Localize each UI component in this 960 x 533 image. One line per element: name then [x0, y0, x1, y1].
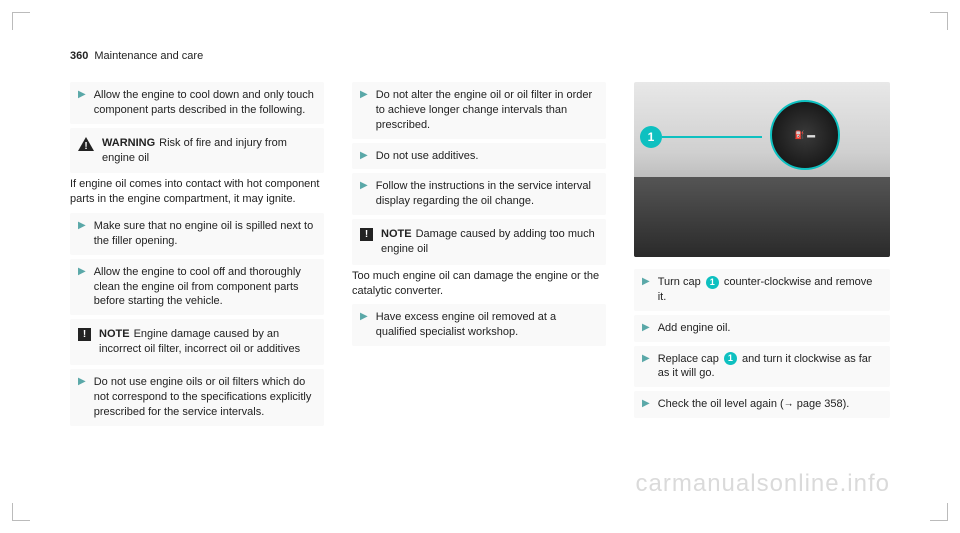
- body-paragraph: If engine oil comes into contact with ho…: [70, 177, 324, 207]
- oil-cap-illustration: ⛽ ▬: [770, 100, 840, 170]
- column-2: ▶ Do not alter the engine oil or oil fil…: [352, 82, 606, 430]
- body-paragraph: Too much engine oil can damage the engin…: [352, 269, 606, 299]
- bullet-item: ▶ Follow the instructions in the service…: [352, 173, 606, 215]
- note-exclaim-icon: !: [78, 328, 91, 341]
- note-label: NOTE: [99, 328, 130, 340]
- bullet-arrow-icon: ▶: [78, 376, 86, 420]
- bullet-item: ▶ Do not use engine oils or oil filters …: [70, 369, 324, 426]
- page-header: 360 Maintenance and care: [70, 50, 890, 62]
- bullet-arrow-icon: ▶: [642, 353, 650, 382]
- page-ref-arrow-icon: →: [784, 399, 794, 410]
- bullet-item: ▶ Do not use additives.: [352, 143, 606, 170]
- bullet-item: ▶ Do not alter the engine oil or oil fil…: [352, 82, 606, 139]
- bullet-item: ▶ Add engine oil.: [634, 315, 890, 342]
- column-1: ▶ Allow the engine to cool down and only…: [70, 82, 324, 430]
- note-exclaim-icon: !: [360, 228, 373, 241]
- note-label: NOTE: [381, 228, 412, 240]
- bullet-item: ▶ Make sure that no engine oil is spille…: [70, 213, 324, 255]
- bullet-arrow-icon: ▶: [642, 276, 650, 305]
- inline-ref-1: 1: [706, 276, 719, 289]
- bullet-arrow-icon: ▶: [360, 89, 368, 133]
- bullet-arrow-icon: ▶: [78, 266, 86, 310]
- warning-box: ! WARNINGRisk of fire and injury from en…: [70, 128, 324, 174]
- engine-bay-image: ⛽ ▬ 1: [634, 82, 890, 257]
- bullet-arrow-icon: ▶: [360, 311, 368, 340]
- svg-text:!: !: [84, 141, 87, 151]
- note-box: ! NOTEEngine damage caused by an incorre…: [70, 319, 324, 365]
- bullet-item: ▶ Check the oil level again (→ page 358)…: [634, 391, 890, 418]
- inline-ref-1: 1: [724, 352, 737, 365]
- note-text: Damage caused by adding too much engine …: [381, 228, 595, 255]
- bullet-item: ▶ Allow the engine to cool down and only…: [70, 82, 324, 124]
- bullet-item: ▶ Have excess engine oil removed at a qu…: [352, 304, 606, 346]
- bullet-item: ▶ Turn cap 1 counter-clockwise and remov…: [634, 269, 890, 311]
- section-title: Maintenance and care: [94, 50, 203, 62]
- warning-triangle-icon: !: [78, 137, 94, 151]
- note-box: ! NOTEDamage caused by adding too much e…: [352, 219, 606, 265]
- bullet-arrow-icon: ▶: [642, 322, 650, 336]
- bullet-arrow-icon: ▶: [642, 398, 650, 412]
- page-number: 360: [70, 50, 88, 62]
- bullet-arrow-icon: ▶: [360, 180, 368, 209]
- warning-label: WARNING: [102, 137, 155, 149]
- bullet-arrow-icon: ▶: [78, 220, 86, 249]
- watermark: carmanualsonline.info: [636, 470, 890, 498]
- bullet-item: ▶ Replace cap 1 and turn it clockwise as…: [634, 346, 890, 388]
- bullet-arrow-icon: ▶: [78, 89, 86, 118]
- page-content: 360 Maintenance and care ▶ Allow the engi…: [70, 50, 890, 430]
- bullet-item: ▶ Allow the engine to cool off and thoro…: [70, 259, 324, 316]
- column-3: ⛽ ▬ 1 ▶ Turn cap 1 counter-clockwise and…: [634, 82, 890, 430]
- callout-marker-1: 1: [640, 126, 662, 148]
- bullet-arrow-icon: ▶: [360, 150, 368, 164]
